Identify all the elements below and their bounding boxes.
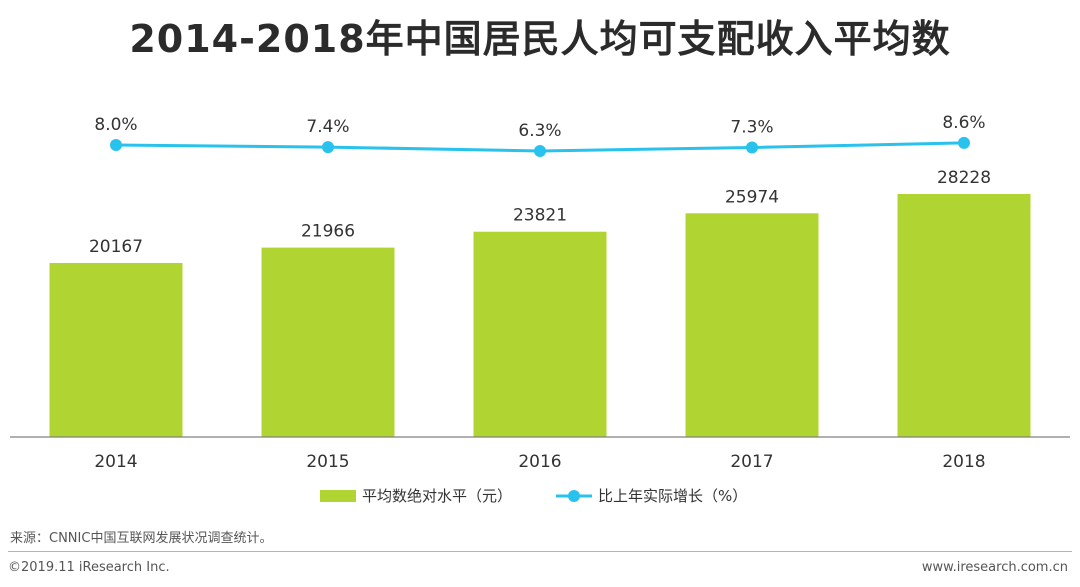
legend-bar-label: 平均数绝对水平（元） <box>362 487 512 505</box>
bar-2014 <box>49 262 183 437</box>
x-tick-label: 2018 <box>942 452 985 472</box>
source-note: 来源：CNNIC中国互联网发展状况调查统计。 <box>10 531 273 546</box>
growth-value-label: 8.6% <box>942 113 985 133</box>
growth-value-label: 8.0% <box>94 115 137 135</box>
legend-bar-swatch <box>320 490 356 502</box>
bar-value-label: 23821 <box>513 206 567 226</box>
x-tick-label: 2014 <box>94 452 137 472</box>
growth-point-2015 <box>322 141 334 154</box>
legend-line-label: 比上年实际增长（%） <box>598 487 747 505</box>
x-axis-tick-labels: 2014 2015 2016 2017 2018 <box>94 452 985 472</box>
bar-value-label: 20167 <box>89 237 143 257</box>
chart-title: 2014-2018年中国居民人均可支配收入平均数 <box>129 17 951 61</box>
bar-value-labels: 20167 21966 23821 25974 28228 <box>89 168 991 257</box>
website-url: www.iresearch.com.cn <box>921 560 1068 575</box>
bar-value-label: 28228 <box>937 168 991 188</box>
bar-2015 <box>261 247 395 437</box>
x-tick-label: 2017 <box>730 452 773 472</box>
growth-point-2018 <box>958 136 970 149</box>
legend-line-marker <box>568 490 580 502</box>
x-tick-label: 2015 <box>306 452 349 472</box>
growth-value-label: 6.3% <box>518 121 561 141</box>
bar-value-label: 21966 <box>301 222 355 242</box>
growth-value-label: 7.4% <box>306 117 349 137</box>
copyright-text: ©2019.11 iResearch Inc. <box>8 560 170 575</box>
growth-point-2017 <box>746 141 758 154</box>
bar-2018 <box>897 193 1031 437</box>
growth-line-series <box>110 136 970 157</box>
bar-2017 <box>685 213 819 437</box>
x-tick-label: 2016 <box>518 452 561 472</box>
growth-value-labels: 8.0% 7.4% 6.3% 7.3% 8.6% <box>94 113 985 141</box>
bar-value-label: 25974 <box>725 187 779 207</box>
growth-point-2014 <box>110 139 122 151</box>
growth-point-2016 <box>534 144 546 157</box>
bar-series <box>49 193 1031 437</box>
bar-2016 <box>473 231 607 437</box>
footer-divider <box>8 551 1072 552</box>
legend: 平均数绝对水平（元） 比上年实际增长（%） <box>320 487 747 505</box>
growth-value-label: 7.3% <box>730 117 773 137</box>
